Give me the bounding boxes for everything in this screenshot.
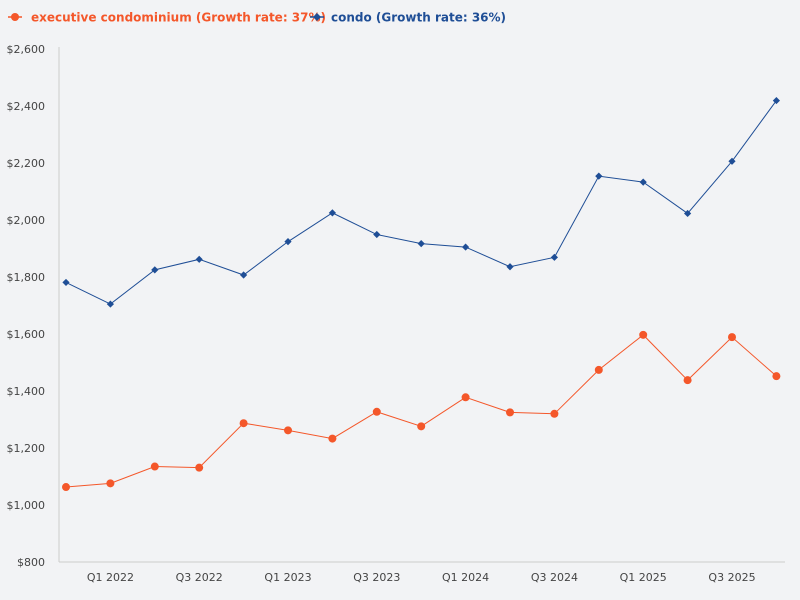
data-point-condo[interactable] xyxy=(772,96,780,105)
data-point-condo[interactable] xyxy=(550,253,558,261)
data-point-executive-condominium[interactable] xyxy=(639,330,648,339)
data-point-condo[interactable] xyxy=(373,230,381,239)
legend-label-executive-condominium: executive condominium (Growth rate: 37%) xyxy=(31,11,326,25)
y-tick-label: $1,400 xyxy=(7,385,46,398)
x-tick-label: Q3 2025 xyxy=(708,571,755,584)
data-point-condo[interactable] xyxy=(417,240,425,248)
legend-item-executive-condominium[interactable]: executive condominium (Growth rate: 37%) xyxy=(8,11,326,25)
data-point-condo[interactable] xyxy=(506,263,514,271)
data-point-executive-condominium[interactable] xyxy=(284,426,292,435)
y-tick-label: $1,800 xyxy=(7,271,46,284)
data-point-condo[interactable] xyxy=(684,209,692,218)
y-tick-label: $1,600 xyxy=(7,328,46,341)
data-point-condo[interactable] xyxy=(639,178,647,186)
y-tick-label: $2,200 xyxy=(7,157,46,170)
data-point-condo[interactable] xyxy=(728,157,736,165)
data-point-condo[interactable] xyxy=(462,243,470,251)
series-line-executive-condominium xyxy=(65,334,777,488)
data-point-executive-condominium[interactable] xyxy=(683,376,692,385)
y-tick-label: $1,200 xyxy=(7,442,46,455)
series-layer xyxy=(62,96,781,492)
y-tick-label: $2,400 xyxy=(7,100,46,113)
y-tick-label: $800 xyxy=(17,556,45,569)
x-tick-label: Q3 2022 xyxy=(176,571,223,584)
legend-label-condo: condo (Growth rate: 36%) xyxy=(331,11,506,25)
data-point-condo[interactable] xyxy=(62,278,70,287)
legend: executive condominium (Growth rate: 37%)… xyxy=(8,11,506,25)
x-tick-label: Q3 2023 xyxy=(353,571,400,584)
data-point-condo[interactable] xyxy=(595,172,603,180)
data-point-executive-condominium[interactable] xyxy=(372,407,381,416)
data-point-executive-condominium[interactable] xyxy=(417,422,426,431)
data-point-condo[interactable] xyxy=(284,238,292,246)
data-point-executive-condominium[interactable] xyxy=(62,483,70,492)
legend-marker-condo xyxy=(313,13,321,21)
data-point-executive-condominium[interactable] xyxy=(461,393,470,402)
series-executive-condominium xyxy=(62,330,781,492)
data-point-condo[interactable] xyxy=(106,300,114,308)
data-point-condo[interactable] xyxy=(195,255,203,263)
data-point-executive-condominium[interactable] xyxy=(106,479,115,488)
x-tick-label: Q1 2024 xyxy=(442,571,489,584)
data-point-executive-condominium[interactable] xyxy=(239,419,248,428)
series-condo xyxy=(62,96,780,308)
data-point-executive-condominium[interactable] xyxy=(506,408,514,417)
x-tick-label: Q3 2024 xyxy=(531,571,578,584)
y-axis-ticks: $800 $1,000 $1,200 $1,400 $1,600 $1,800 $2,000… xyxy=(7,43,46,569)
y-tick-label: $2,000 xyxy=(7,214,46,227)
data-point-executive-condominium[interactable] xyxy=(328,434,337,443)
data-point-executive-condominium[interactable] xyxy=(550,409,559,418)
data-point-executive-condominium[interactable] xyxy=(728,333,736,342)
y-tick-label: $1,000 xyxy=(7,499,46,512)
data-point-executive-condominium[interactable] xyxy=(150,462,159,471)
x-tick-label: Q1 2023 xyxy=(264,571,311,584)
data-point-executive-condominium[interactable] xyxy=(772,372,781,381)
x-tick-label: Q1 2022 xyxy=(87,571,134,584)
data-point-condo[interactable] xyxy=(151,266,159,274)
x-tick-label: Q1 2025 xyxy=(620,571,667,584)
data-point-executive-condominium[interactable] xyxy=(195,463,204,472)
data-point-condo[interactable] xyxy=(328,209,336,217)
data-point-executive-condominium[interactable] xyxy=(594,365,603,374)
legend-item-condo[interactable]: condo (Growth rate: 36%) xyxy=(310,11,506,25)
data-point-condo[interactable] xyxy=(240,271,248,279)
series-line-condo xyxy=(65,100,777,305)
legend-marker-executive-condominium xyxy=(11,13,19,21)
x-axis-ticks: Q1 2022 Q3 2022 Q1 2023 Q3 2023 Q1 2024 Q3 20… xyxy=(87,571,756,584)
y-tick-label: $2,600 xyxy=(7,43,46,56)
